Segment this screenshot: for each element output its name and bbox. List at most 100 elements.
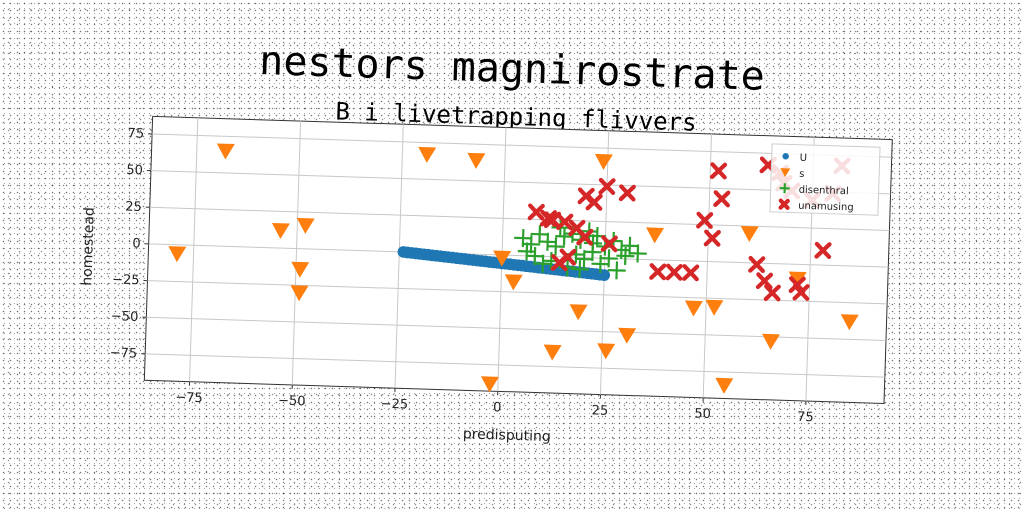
- data-point: [709, 162, 728, 180]
- data-point: [168, 246, 187, 263]
- x-axis-label: predisputing: [463, 426, 551, 445]
- y-tick-label: −25: [112, 272, 140, 288]
- data-point: [504, 274, 523, 291]
- series-s: [168, 143, 859, 394]
- tick-labels: −75 −50 −25 0 25 50 75 75 50 25 0 −25 −50 −75: [110, 126, 814, 426]
- y-tick-label: −75: [110, 346, 138, 362]
- y-grid-line: [148, 243, 889, 268]
- x-tick-label: −25: [381, 397, 409, 413]
- data-point: [628, 244, 647, 263]
- data-point: [705, 299, 724, 316]
- y-grid-line: [146, 316, 886, 341]
- data-point: [296, 217, 315, 234]
- legend-marker: [782, 153, 789, 160]
- data-point: [467, 152, 486, 169]
- legend-label: U: [799, 153, 807, 164]
- data-point: [522, 235, 541, 254]
- data-point: [525, 247, 544, 266]
- y-grid-line: [152, 133, 892, 158]
- data-point: [618, 327, 637, 344]
- data-point: [290, 285, 309, 302]
- x-tick-label: 50: [694, 407, 711, 423]
- data-point: [291, 261, 310, 278]
- y-axis-label: homestead: [79, 207, 97, 286]
- data-point: [684, 300, 703, 317]
- data-point: [755, 272, 774, 290]
- data-point: [814, 241, 832, 260]
- x-tick-label: −75: [175, 390, 203, 406]
- data-point: [665, 263, 683, 281]
- data-point: [538, 232, 557, 251]
- legend-label: disenthral: [798, 185, 848, 198]
- y-tick-label: 25: [125, 200, 142, 216]
- data-point: [748, 255, 766, 274]
- y-grid-line: [149, 206, 890, 232]
- legend-box: [769, 143, 881, 216]
- data-point: [575, 250, 594, 269]
- y-grid-line: [147, 280, 888, 305]
- y-grid-line: [150, 170, 891, 195]
- x-tick-label: 75: [797, 410, 814, 426]
- legend-label: unamusing: [798, 201, 854, 214]
- y-tick-label: 75: [127, 126, 144, 142]
- data-point: [517, 242, 536, 261]
- data-point: [480, 376, 499, 393]
- data-point: [539, 209, 558, 227]
- data-point: [583, 242, 602, 262]
- data-point: [594, 153, 613, 170]
- y-tick-label: −50: [111, 309, 139, 325]
- data-point: [618, 184, 636, 202]
- legend-marker: [779, 183, 790, 194]
- data-point: [556, 213, 574, 231]
- data-point: [493, 250, 512, 267]
- data-point: [649, 263, 667, 281]
- data-point: [740, 225, 759, 243]
- grid: [145, 117, 892, 402]
- data-point: [703, 229, 721, 247]
- x-tick-label: −50: [278, 393, 306, 409]
- data-point: [546, 237, 565, 256]
- data-marks: [168, 143, 859, 394]
- x-tick-label: 0: [493, 400, 502, 415]
- plot-area: −75 −50 −25 0 25 50 75 75 50 25 0 −25 −50 −75 Us disen…: [79, 115, 893, 445]
- data-point: [598, 177, 616, 196]
- data-point: [788, 271, 807, 288]
- x-grid-line: [702, 133, 712, 398]
- data-point: [530, 225, 549, 244]
- data-point: [713, 190, 731, 208]
- data-point: [696, 211, 714, 229]
- data-point: [599, 249, 618, 268]
- legend-marker: [778, 198, 790, 210]
- y-tick-label: 50: [126, 163, 143, 179]
- data-point: [543, 344, 562, 361]
- data-point: [569, 304, 588, 321]
- data-point: [620, 236, 639, 255]
- data-point: [616, 246, 635, 266]
- data-point: [763, 284, 781, 302]
- x-grid-line: [394, 124, 404, 389]
- legend-label: s: [799, 169, 805, 180]
- data-point: [555, 227, 574, 246]
- data-point: [762, 333, 780, 350]
- data-point: [607, 261, 626, 280]
- data-point: [216, 143, 235, 160]
- data-point: [271, 222, 290, 240]
- data-point: [527, 203, 545, 221]
- data-point: [533, 254, 552, 273]
- data-point: [715, 377, 734, 394]
- chart-title: nestors magnirostrate: [259, 38, 766, 100]
- data-point: [418, 146, 437, 163]
- data-point: [576, 228, 594, 246]
- data-point: [840, 314, 859, 331]
- data-point: [597, 343, 616, 360]
- legend-marker: [780, 168, 791, 178]
- data-point: [570, 260, 589, 279]
- data-point: [788, 276, 806, 294]
- y-grid-line: [145, 353, 885, 378]
- x-grid-line: [291, 121, 302, 385]
- data-point: [600, 235, 618, 253]
- data-point: [585, 193, 603, 211]
- x-tick-label: 25: [591, 403, 608, 419]
- data-point: [682, 264, 700, 282]
